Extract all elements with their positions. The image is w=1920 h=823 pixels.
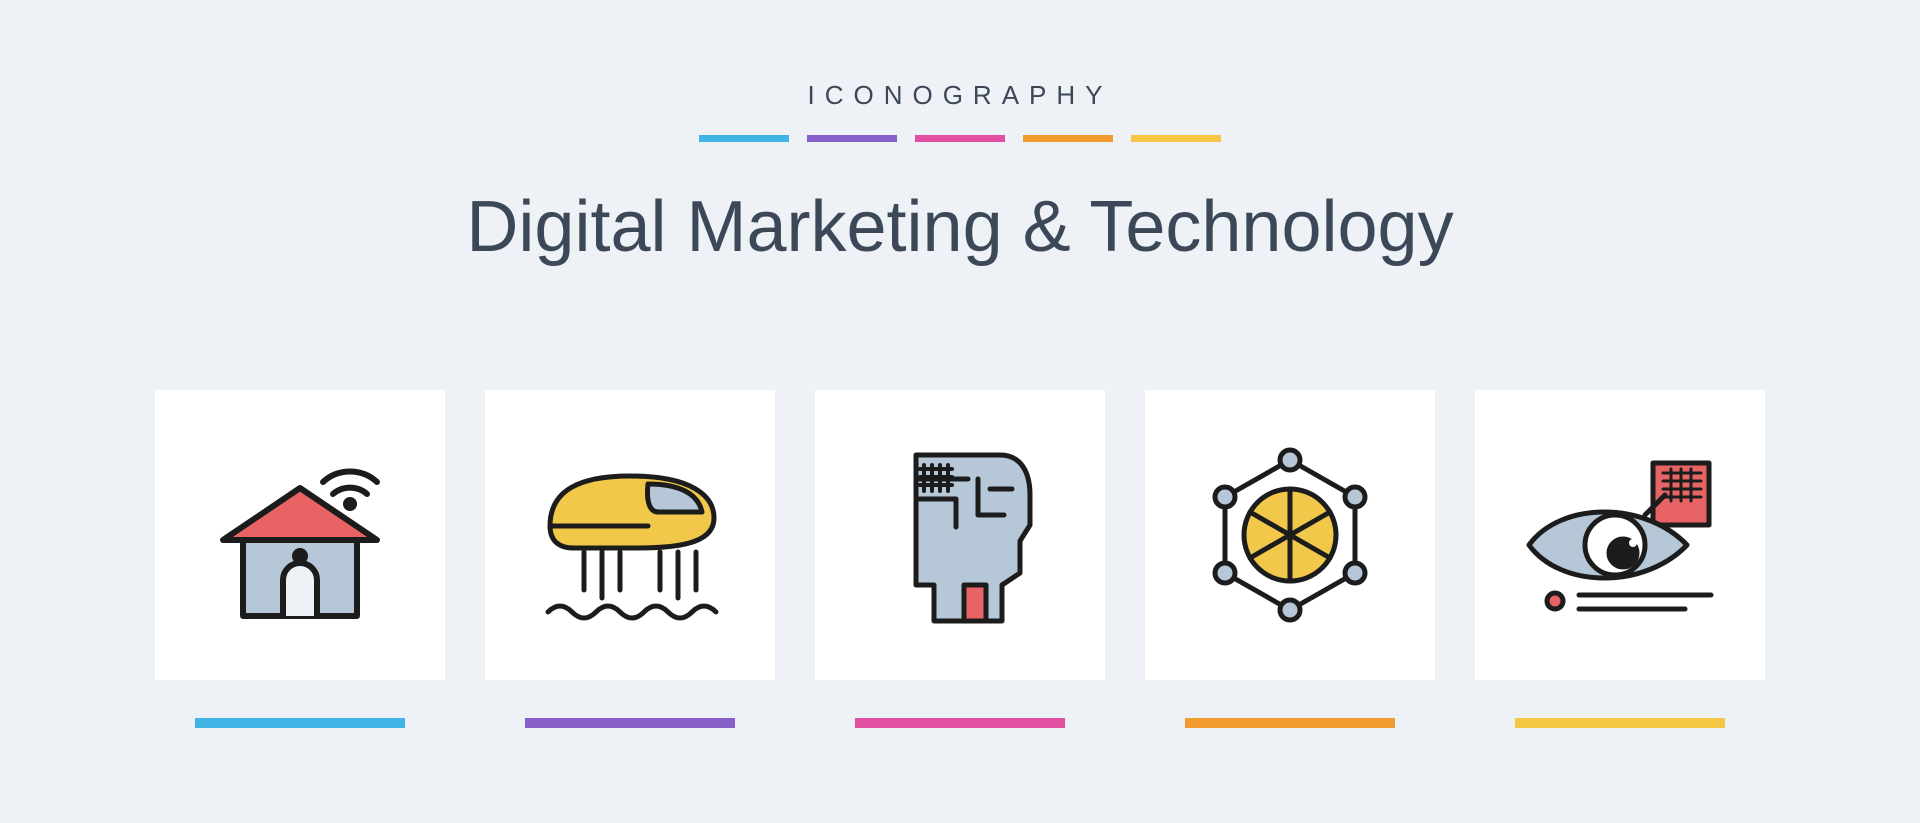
card-bar-1 [195, 718, 405, 728]
tile-smart-home [155, 390, 445, 680]
card-ai-head [815, 390, 1105, 728]
network-icon [1195, 440, 1385, 630]
underline-5 [1131, 135, 1221, 142]
cards-row [0, 390, 1920, 728]
card-bar-4 [1185, 718, 1395, 728]
card-bar-5 [1515, 718, 1725, 728]
underline-2 [807, 135, 897, 142]
flying-car-icon [530, 440, 730, 630]
tile-flying-car [485, 390, 775, 680]
header: ICONOGRAPHY Digital Marketing & Technolo… [0, 0, 1920, 268]
page-title: Digital Marketing & Technology [0, 186, 1920, 268]
tile-vision [1475, 390, 1765, 680]
card-smart-home [155, 390, 445, 728]
smart-home-icon [205, 440, 395, 630]
vision-eye-icon [1515, 445, 1725, 625]
underline-row [0, 135, 1920, 142]
card-bar-3 [855, 718, 1065, 728]
underline-4 [1023, 135, 1113, 142]
ai-head-icon [870, 435, 1050, 635]
card-bar-2 [525, 718, 735, 728]
underline-3 [915, 135, 1005, 142]
card-vision [1475, 390, 1765, 728]
tile-ai-head [815, 390, 1105, 680]
kicker-text: ICONOGRAPHY [0, 80, 1920, 111]
tile-network [1145, 390, 1435, 680]
card-flying-car [485, 390, 775, 728]
underline-1 [699, 135, 789, 142]
card-network [1145, 390, 1435, 728]
